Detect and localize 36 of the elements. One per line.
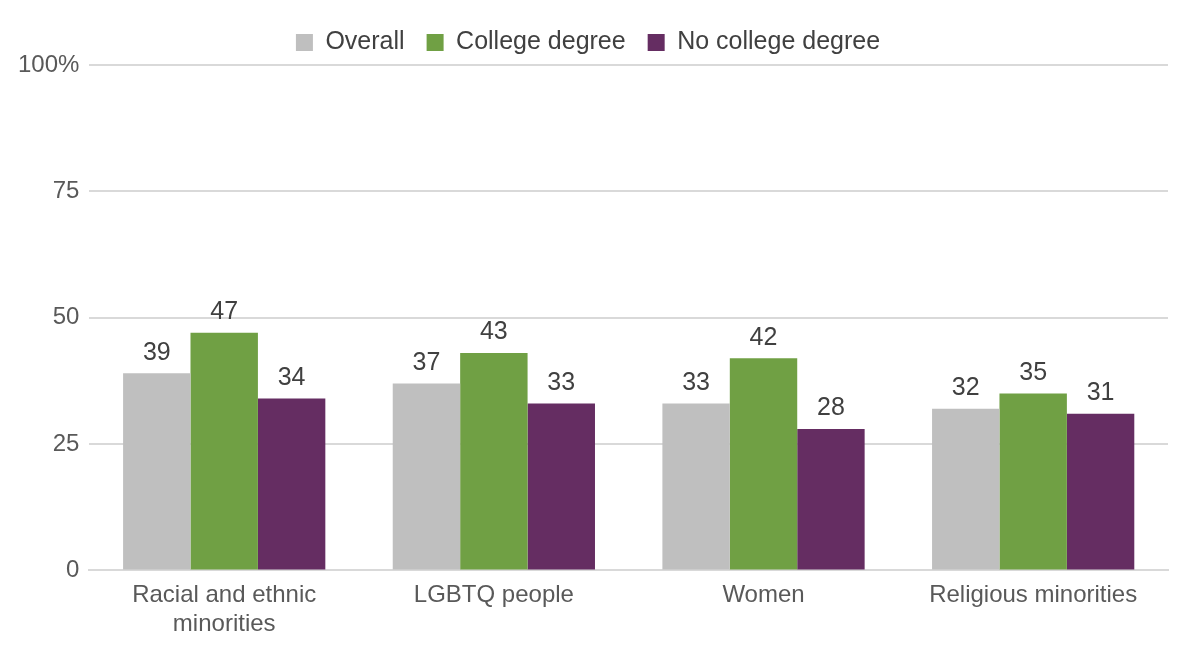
bar bbox=[1066, 413, 1135, 570]
data-label: 39 bbox=[142, 336, 171, 365]
bar bbox=[932, 408, 1000, 570]
bar bbox=[797, 428, 865, 570]
data-label: 37 bbox=[412, 346, 441, 375]
data-label: 47 bbox=[210, 296, 239, 325]
x-tick-label: Women bbox=[722, 580, 805, 608]
data-label: 34 bbox=[277, 361, 306, 390]
y-tick-label: 100% bbox=[17, 49, 80, 77]
bar bbox=[729, 358, 798, 570]
data-label: 31 bbox=[1086, 377, 1115, 406]
y-tick-label: 75 bbox=[52, 175, 80, 203]
y-tick-label: 25 bbox=[52, 428, 80, 456]
legend-label: College degree bbox=[456, 26, 626, 55]
x-tick-label: Racial and ethnic minorities bbox=[132, 580, 317, 637]
data-label: 28 bbox=[817, 392, 845, 421]
data-label: 42 bbox=[749, 321, 778, 350]
x-tick-label: LGBTQ people bbox=[413, 580, 574, 608]
bar bbox=[527, 403, 595, 570]
bar bbox=[999, 393, 1067, 570]
x-tick-label: Religious minorities bbox=[929, 580, 1138, 608]
bar bbox=[123, 373, 191, 570]
bar bbox=[460, 353, 528, 570]
data-label: 43 bbox=[479, 316, 508, 345]
data-label: 35 bbox=[1019, 356, 1048, 385]
data-label: 33 bbox=[547, 367, 576, 396]
bar bbox=[257, 398, 326, 570]
legend-label: No college degree bbox=[677, 26, 881, 55]
bar bbox=[662, 403, 730, 570]
bar bbox=[190, 332, 258, 570]
y-tick-label: 0 bbox=[66, 555, 80, 583]
data-label: 33 bbox=[682, 367, 711, 396]
y-tick-label: 50 bbox=[52, 302, 80, 330]
bar bbox=[392, 383, 461, 570]
data-label: 32 bbox=[951, 372, 980, 401]
legend-label: Overall bbox=[325, 26, 405, 55]
